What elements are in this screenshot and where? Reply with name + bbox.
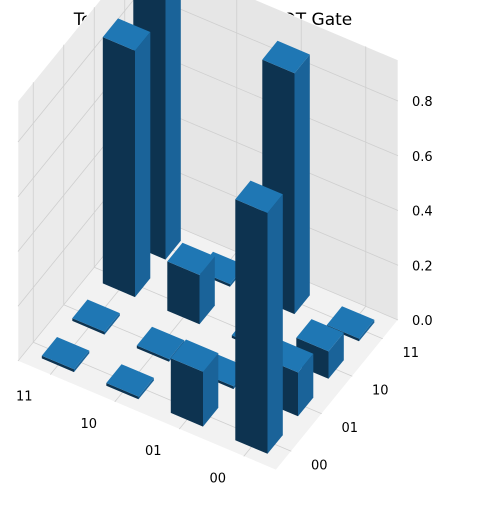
- bar-face-right: [138, 377, 154, 400]
- bar-10-10: [167, 242, 215, 325]
- bar-face-right: [135, 32, 151, 298]
- bar-face-right: [267, 194, 283, 454]
- bar-face-left: [72, 318, 105, 335]
- bars: [41, 0, 375, 454]
- bar-face-left: [106, 383, 139, 400]
- bar-11-10: [102, 18, 151, 298]
- bar-face-right: [298, 353, 314, 417]
- bar-00-00: [235, 180, 283, 454]
- y-tick-label: 01: [341, 421, 358, 436]
- bar-face-top: [41, 337, 90, 370]
- bar-01-00: [170, 339, 219, 427]
- x-tick-label: 00: [209, 471, 226, 486]
- bar-face-right: [294, 54, 310, 315]
- tick-labels: 00 01 10 11 00 01 10 11 0.0 0.2 0.4 0.6 0.8: [16, 95, 433, 486]
- grid-line-z: [157, 0, 399, 102]
- y-tick-label: 10: [372, 383, 389, 398]
- bar-face-top: [326, 306, 375, 339]
- y-tick-label: 11: [402, 346, 419, 361]
- bar-face-right: [203, 353, 219, 427]
- bar-face-left: [235, 199, 268, 454]
- bar-face-left: [136, 345, 169, 362]
- bar-face-right: [199, 256, 215, 325]
- bar-face-top: [262, 40, 310, 74]
- bar-face-left: [167, 261, 200, 325]
- z-tick-label: 0.4: [412, 205, 433, 220]
- bar-face-right: [104, 313, 120, 335]
- z-tick-label: 0.2: [412, 259, 433, 274]
- bar-10-00: [106, 364, 154, 400]
- bar-face-left: [170, 358, 203, 427]
- z-tick-label: 0.8: [412, 95, 433, 110]
- x-tick-label: 11: [16, 390, 33, 405]
- grid-line-z: [17, 0, 135, 143]
- bar-face-left: [102, 37, 135, 298]
- x-tick-label: 10: [80, 417, 97, 432]
- bar-face-right: [165, 0, 181, 260]
- bar-face-top: [72, 299, 120, 332]
- bar-face-right: [74, 350, 90, 373]
- bar-face-right: [359, 319, 375, 342]
- bar-face-top: [170, 339, 219, 372]
- bar-face-top: [106, 364, 154, 397]
- z-tick-label: 0.0: [412, 314, 433, 329]
- bar-face-top: [167, 242, 215, 275]
- bar-11-00: [41, 337, 90, 373]
- bar-11-01: [72, 299, 120, 335]
- x-tick-label: 01: [145, 444, 162, 459]
- y-tick-label: 00: [311, 458, 328, 473]
- bar-face-top: [102, 18, 151, 51]
- bar-face-top: [136, 326, 185, 360]
- bar-face-top: [235, 180, 283, 213]
- bar-face-left: [41, 355, 74, 373]
- bar-face-top: [296, 319, 344, 352]
- bar-face-right: [328, 332, 344, 379]
- z-tick-label: 0.6: [412, 150, 433, 165]
